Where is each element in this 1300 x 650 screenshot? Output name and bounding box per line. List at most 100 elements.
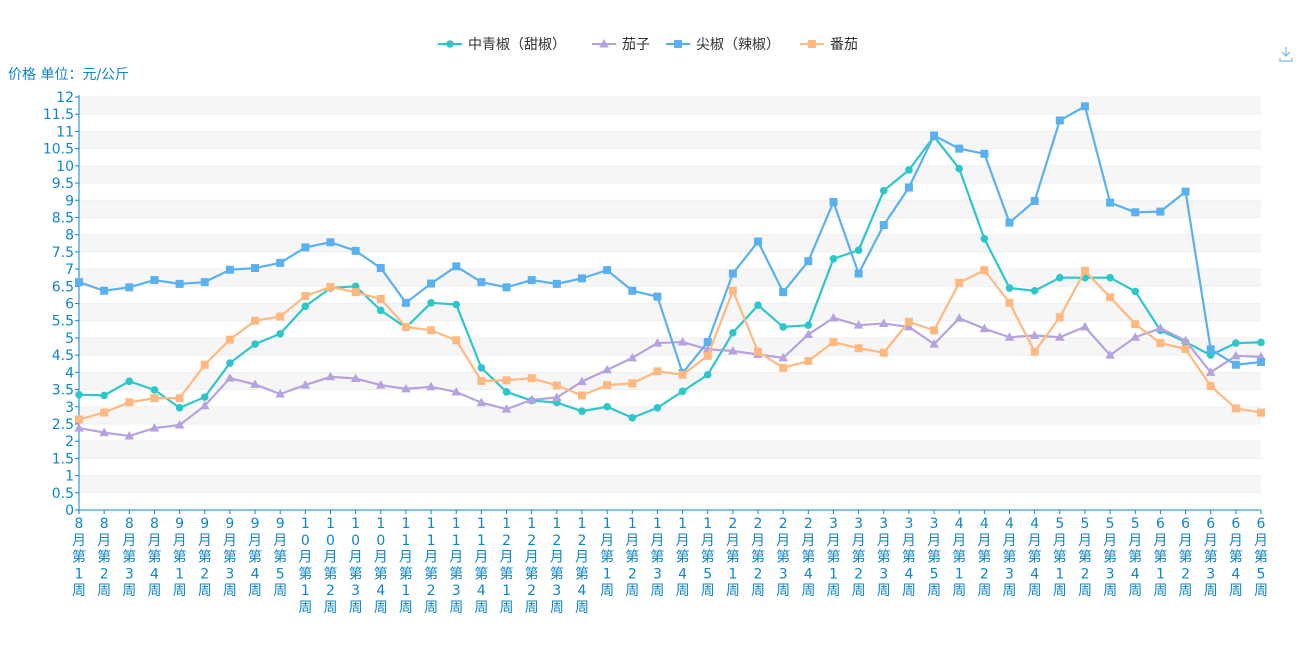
data-point — [754, 301, 762, 310]
x-tick-label: 5 月第 3 周 — [1103, 516, 1117, 599]
data-point — [979, 323, 990, 333]
data-point — [452, 262, 461, 271]
data-point — [602, 364, 612, 374]
data-point — [427, 326, 436, 335]
legend-item[interactable]: 茄子 — [592, 36, 650, 53]
data-point — [100, 408, 109, 417]
legend-item[interactable]: 尖椒（辣椒） — [666, 37, 780, 53]
series-3 — [75, 102, 1265, 378]
data-point — [577, 274, 586, 283]
data-point — [804, 356, 813, 365]
x-tick-label: 6 月第 3 周 — [1204, 516, 1218, 599]
grid-band — [79, 441, 1261, 459]
grid-band — [79, 200, 1261, 218]
data-point — [1105, 350, 1115, 359]
data-point — [1206, 382, 1215, 391]
data-point — [904, 317, 913, 326]
x-tick-label: 1 2 月第 2 周 — [525, 516, 539, 616]
x-tick-label: 4 月第 3 周 — [1003, 516, 1017, 599]
y-tick-label: 1.5 — [52, 451, 74, 467]
data-point — [326, 282, 335, 291]
x-tick-label: 6 月第 5 周 — [1254, 516, 1268, 599]
data-point — [150, 386, 159, 394]
data-point — [124, 431, 135, 440]
grid-band — [79, 320, 1261, 338]
y-tick-label: 6.5 — [52, 279, 74, 295]
data-point — [427, 279, 436, 288]
data-point — [1231, 360, 1240, 369]
data-point — [451, 386, 462, 396]
y-tick-label: 2.5 — [52, 417, 74, 433]
legend-label: 中青椒（甜椒） — [468, 37, 566, 53]
y-tick-label: 6 — [65, 297, 74, 313]
x-tick-label: 4 月第 1 周 — [952, 516, 966, 599]
x-tick-label: 1 月第 4 周 — [676, 516, 690, 599]
data-point — [74, 423, 84, 432]
x-tick-label: 1 1 月第 4 周 — [474, 516, 488, 616]
x-tick-label: 3 月第 4 周 — [902, 516, 916, 599]
x-tick-label: 3 月第 5 周 — [927, 516, 941, 599]
legend-item[interactable]: 番茄 — [800, 36, 858, 53]
data-point — [829, 338, 838, 347]
data-point — [879, 221, 888, 230]
data-point — [501, 404, 512, 413]
data-point — [729, 328, 737, 337]
x-tick-label: 1 1 月第 2 周 — [424, 516, 438, 616]
data-point — [905, 166, 913, 174]
grid-band — [79, 492, 1261, 510]
data-point — [854, 246, 863, 254]
data-point — [376, 306, 385, 315]
y-tick-label: 0.5 — [52, 486, 74, 502]
data-point — [1055, 332, 1065, 341]
grid-bands — [79, 96, 1261, 511]
data-point — [251, 340, 259, 348]
data-point — [250, 379, 260, 388]
data-point — [350, 373, 361, 383]
data-point — [829, 197, 838, 206]
data-point — [1130, 332, 1141, 341]
series-line — [78, 269, 1262, 421]
data-point — [251, 264, 260, 273]
data-point — [175, 403, 184, 412]
y-tick-label: 0 — [65, 503, 74, 519]
data-point — [1080, 102, 1089, 111]
data-point — [955, 144, 964, 153]
data-point — [476, 397, 487, 407]
data-point — [477, 364, 486, 372]
grid-band — [79, 406, 1261, 424]
x-tick-label: 2 月第 4 周 — [801, 516, 815, 599]
x-tick-label: 6 月第 1 周 — [1153, 516, 1167, 599]
data-point — [1030, 347, 1039, 356]
y-tick-label: 5 — [65, 331, 74, 347]
data-point — [1181, 344, 1190, 353]
y-tick-label: 10.5 — [43, 142, 74, 158]
data-point — [1029, 330, 1040, 340]
data-point — [526, 394, 537, 404]
legend-item[interactable]: 中青椒（甜椒） — [438, 37, 566, 53]
y-tick-label: 3 — [65, 400, 74, 416]
y-tick-label: 12 — [56, 90, 74, 106]
data-point — [879, 348, 888, 357]
data-point — [804, 321, 813, 329]
data-point — [125, 377, 134, 386]
x-tick-label: 1 1 月第 1 周 — [399, 516, 413, 616]
data-point — [75, 390, 83, 399]
data-point — [854, 269, 863, 278]
grid-band — [79, 217, 1261, 235]
data-point — [1106, 273, 1114, 282]
data-point — [351, 246, 360, 255]
data-point — [301, 302, 310, 311]
data-point — [653, 292, 662, 301]
data-point — [980, 234, 989, 243]
data-point — [1005, 218, 1014, 227]
x-tick-label: 1 2 月第 4 周 — [575, 516, 589, 616]
download-icon[interactable] — [1277, 45, 1295, 63]
x-tick-label: 2 月第 3 周 — [776, 516, 790, 599]
legend[interactable]: 中青椒（甜椒） 茄子 尖椒（辣椒） 番茄 — [438, 36, 858, 53]
series-lines — [74, 102, 1266, 440]
data-point — [803, 329, 814, 338]
grid-band — [79, 337, 1261, 356]
y-tick-label: 7 — [65, 262, 74, 278]
data-point — [477, 278, 486, 287]
data-point — [174, 419, 185, 429]
